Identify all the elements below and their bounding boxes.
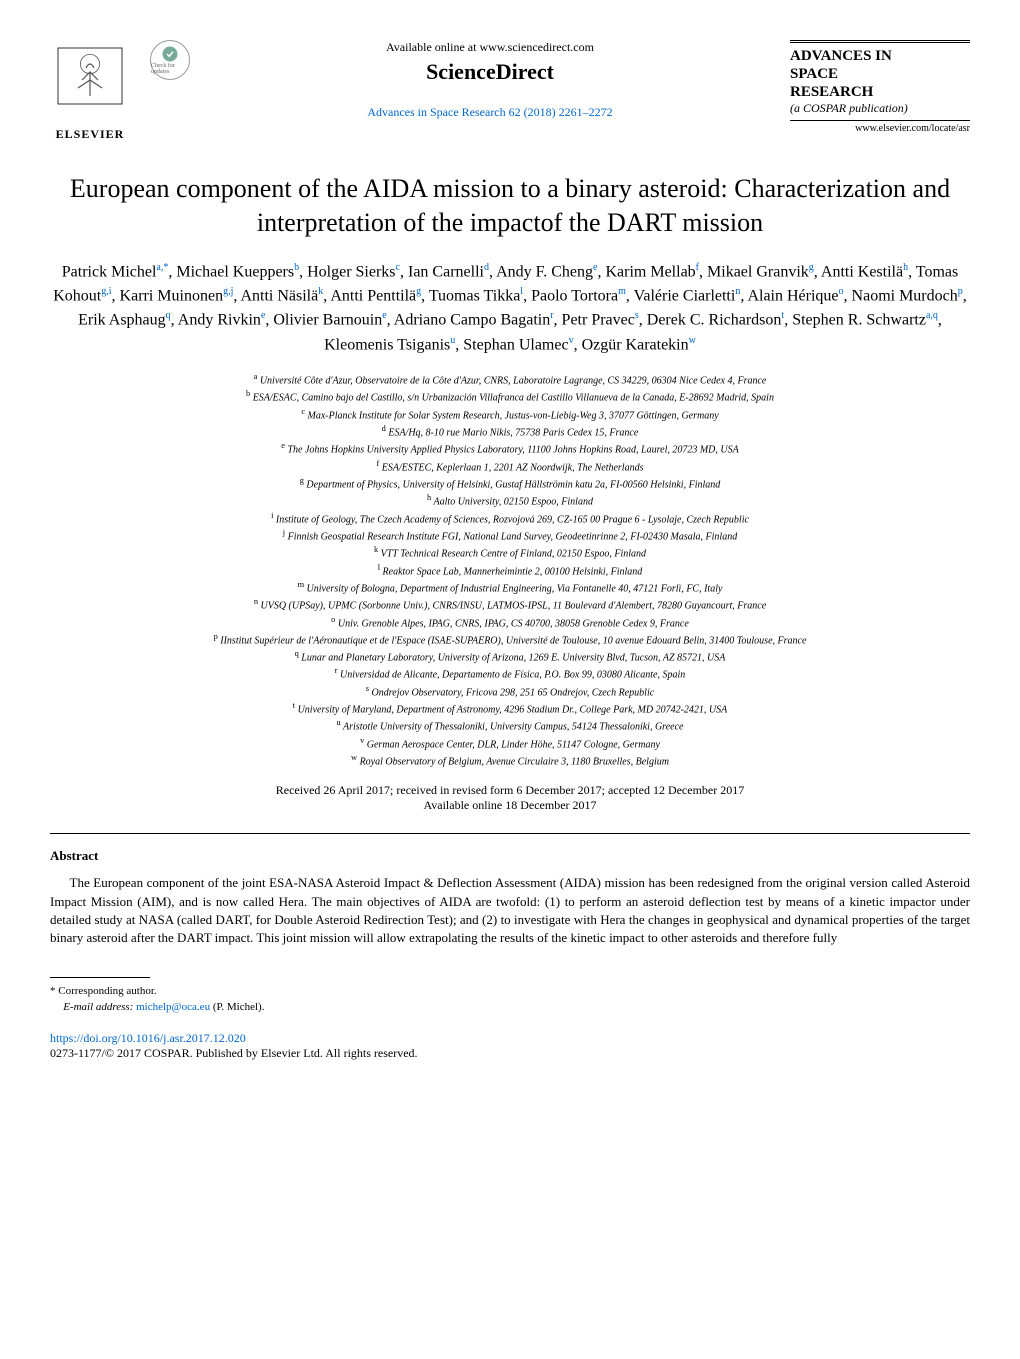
elsevier-tree-icon xyxy=(50,40,130,120)
affiliation-item: t University of Maryland, Department of … xyxy=(50,700,970,717)
affiliation-list: a Université Côte d'Azur, Observatoire d… xyxy=(50,371,970,770)
check-updates-badge[interactable]: Check for updates xyxy=(150,40,190,80)
article-title: European component of the AIDA mission t… xyxy=(50,172,970,240)
page-header: ELSEVIER Check for updates Available onl… xyxy=(50,40,970,142)
affiliation-item: g Department of Physics, University of H… xyxy=(50,475,970,492)
affiliation-item: e The Johns Hopkins University Applied P… xyxy=(50,440,970,457)
journal-title-line3: RESEARCH xyxy=(790,83,970,101)
check-updates-label: Check for updates xyxy=(151,63,189,75)
corresponding-name: (P. Michel). xyxy=(210,1001,264,1013)
affiliation-item: u Aristotle University of Thessaloniki, … xyxy=(50,717,970,734)
copyright-text: 0273-1177/© 2017 COSPAR. Published by El… xyxy=(50,1046,970,1061)
affiliation-item: b ESA/ESAC, Camino bajo del Castillo, s/… xyxy=(50,388,970,405)
email-label: E-mail address: xyxy=(63,1001,136,1013)
affiliation-item: v German Aerospace Center, DLR, Linder H… xyxy=(50,735,970,752)
available-online-text: Available online at www.sciencedirect.co… xyxy=(200,40,780,55)
affiliation-item: j Finnish Geospatial Research Institute … xyxy=(50,527,970,544)
corresponding-label: * Corresponding author. xyxy=(50,984,970,999)
elsevier-label: ELSEVIER xyxy=(50,127,130,142)
affiliation-item: k VTT Technical Research Centre of Finla… xyxy=(50,544,970,561)
affiliation-item: p IInstitut Supérieur de l'Aéronautique … xyxy=(50,631,970,648)
abstract-text: The European component of the joint ESA-… xyxy=(50,874,970,947)
affiliation-item: r Universidad de Alicante, Departamento … xyxy=(50,665,970,682)
check-updates-icon xyxy=(161,45,179,63)
journal-title-line2: SPACE xyxy=(790,65,970,83)
abstract-heading: Abstract xyxy=(50,848,970,864)
affiliation-item: a Université Côte d'Azur, Observatoire d… xyxy=(50,371,970,388)
affiliation-item: m University of Bologna, Department of I… xyxy=(50,579,970,596)
affiliation-item: w Royal Observatory of Belgium, Avenue C… xyxy=(50,752,970,769)
sciencedirect-logo: ScienceDirect xyxy=(200,59,780,85)
affiliation-item: o Univ. Grenoble Alpes, IPAG, CNRS, IPAG… xyxy=(50,614,970,631)
corresponding-author-note: * Corresponding author. E-mail address: … xyxy=(50,984,970,1015)
affiliation-item: f ESA/ESTEC, Keplerlaan 1, 2201 AZ Noord… xyxy=(50,458,970,475)
elsevier-logo: ELSEVIER xyxy=(50,40,130,142)
affiliation-item: c Max-Planck Institute for Solar System … xyxy=(50,406,970,423)
header-center: Available online at www.sciencedirect.co… xyxy=(190,40,790,120)
dates-online: Available online 18 December 2017 xyxy=(50,798,970,813)
footnote-separator xyxy=(50,977,150,978)
affiliation-item: l Reaktor Space Lab, Mannerheimintie 2, … xyxy=(50,562,970,579)
affiliation-item: q Lunar and Planetary Laboratory, Univer… xyxy=(50,648,970,665)
journal-title-line1: ADVANCES IN xyxy=(790,47,970,65)
cospar-subtitle: (a COSPAR publication) xyxy=(790,101,970,116)
affiliation-item: d ESA/Hq, 8-10 rue Mario Nikis, 75738 Pa… xyxy=(50,423,970,440)
journal-reference[interactable]: Advances in Space Research 62 (2018) 226… xyxy=(200,105,780,120)
header-right: ADVANCES IN SPACE RESEARCH (a COSPAR pub… xyxy=(790,40,970,134)
affiliation-item: h Aalto University, 02150 Espoo, Finland xyxy=(50,492,970,509)
locate-url: www.elsevier.com/locate/asr xyxy=(790,123,970,134)
article-dates: Received 26 April 2017; received in revi… xyxy=(50,783,970,813)
corresponding-email[interactable]: michelp@oca.eu xyxy=(136,1001,210,1013)
affiliation-item: s Ondrejov Observatory, Fricova 298, 251… xyxy=(50,683,970,700)
separator-top xyxy=(50,833,970,834)
author-list: Patrick Michela,*, Michael Kueppersb, Ho… xyxy=(50,260,970,357)
affiliation-item: i Institute of Geology, The Czech Academ… xyxy=(50,510,970,527)
affiliation-item: n UVSQ (UPSay), UPMC (Sorbonne Univ.), C… xyxy=(50,596,970,613)
dates-received: Received 26 April 2017; received in revi… xyxy=(50,783,970,798)
doi-link[interactable]: https://doi.org/10.1016/j.asr.2017.12.02… xyxy=(50,1031,970,1046)
